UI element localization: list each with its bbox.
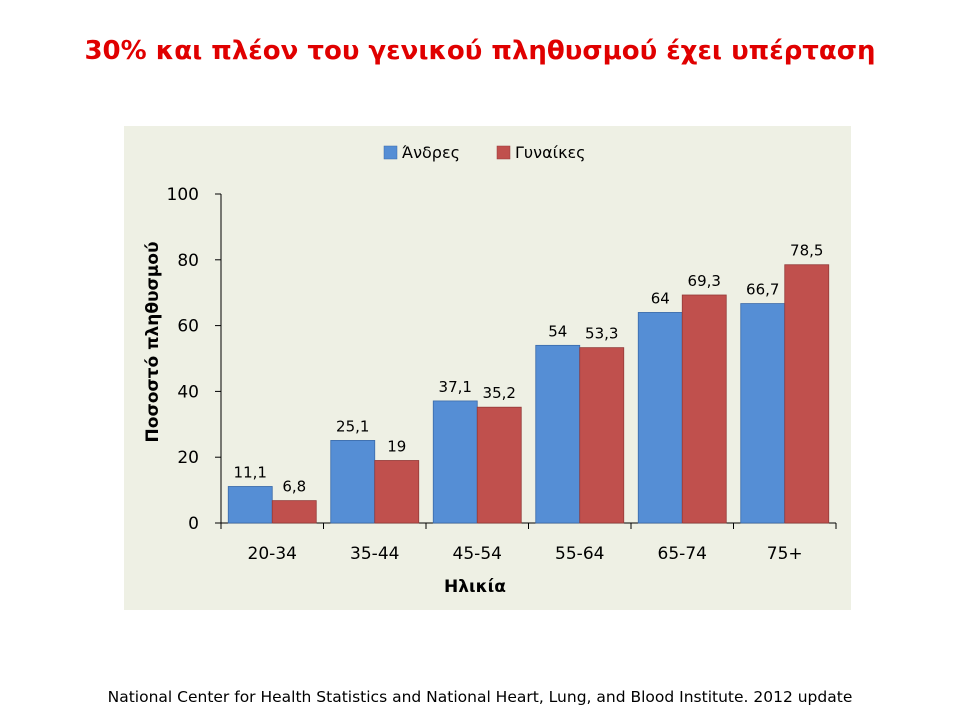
data-label: 53,3 bbox=[585, 325, 618, 343]
legend-label-men: Άνδρες bbox=[402, 143, 460, 162]
bar-men bbox=[432, 400, 478, 524]
data-label: 37,1 bbox=[439, 378, 472, 396]
legend-swatch-women bbox=[496, 145, 511, 160]
x-tick-label: 20-34 bbox=[248, 544, 297, 564]
bar-men bbox=[227, 486, 273, 524]
data-label: 69,3 bbox=[688, 272, 721, 290]
slide-title: 30% και πλέον του γενικού πληθυσμού έχει… bbox=[84, 36, 876, 66]
data-label: 64 bbox=[651, 289, 670, 307]
legend-swatch-men bbox=[383, 145, 398, 160]
bar-women bbox=[374, 460, 420, 524]
x-tick-label: 35-44 bbox=[350, 544, 399, 564]
bar-women bbox=[784, 264, 830, 524]
bar-men bbox=[637, 312, 683, 524]
bar-women bbox=[476, 406, 522, 524]
chart-data-labels: 11,1 25,1 37,1 54 64 66,7 6,8 19 35,2 53,3 69,3 78,… bbox=[234, 242, 824, 496]
bar-men bbox=[740, 303, 786, 524]
bar-women bbox=[579, 347, 625, 524]
bar-women bbox=[681, 294, 727, 524]
y-tick-label: 20 bbox=[177, 448, 199, 468]
bar-men bbox=[535, 344, 581, 524]
chart-axes: 0 20 40 60 80 100 20-34 35-44 45-54 55-64 65-74 75+ bbox=[167, 185, 837, 564]
y-tick-label: 40 bbox=[177, 382, 199, 402]
data-label: 6,8 bbox=[282, 478, 306, 496]
chart-legend: Άνδρες Γυναίκες bbox=[383, 143, 586, 162]
x-tick-label: 65-74 bbox=[658, 544, 707, 564]
data-label: 11,1 bbox=[234, 463, 267, 481]
y-axis-title: Ποσοστό πληθυσμού bbox=[143, 242, 163, 443]
y-tick-label: 100 bbox=[167, 185, 199, 205]
data-label: 54 bbox=[548, 322, 567, 340]
data-label: 78,5 bbox=[790, 242, 823, 260]
data-label: 35,2 bbox=[483, 384, 516, 402]
legend-label-women: Γυναίκες bbox=[515, 143, 586, 162]
x-tick-label: 75+ bbox=[767, 544, 803, 564]
x-tick-label: 55-64 bbox=[555, 544, 604, 564]
chart-panel: Άνδρες Γυναίκες 0 20 40 60 80 100 20-34 35-44 45… bbox=[124, 126, 851, 610]
x-tick-label: 45-54 bbox=[453, 544, 502, 564]
bar-women bbox=[271, 500, 317, 524]
chart-bars bbox=[227, 264, 830, 524]
data-label: 25,1 bbox=[336, 417, 369, 435]
bar-chart: Άνδρες Γυναίκες 0 20 40 60 80 100 20-34 35-44 45… bbox=[143, 143, 837, 597]
x-axis-title: Ηλικία bbox=[444, 577, 506, 597]
y-tick-label: 80 bbox=[177, 251, 199, 271]
data-label: 19 bbox=[387, 437, 406, 455]
data-label: 66,7 bbox=[746, 281, 779, 299]
source-citation: National Center for Health Statistics an… bbox=[107, 688, 853, 706]
bar-men bbox=[330, 440, 376, 524]
y-tick-label: 60 bbox=[177, 317, 199, 337]
y-tick-label: 0 bbox=[188, 514, 199, 534]
